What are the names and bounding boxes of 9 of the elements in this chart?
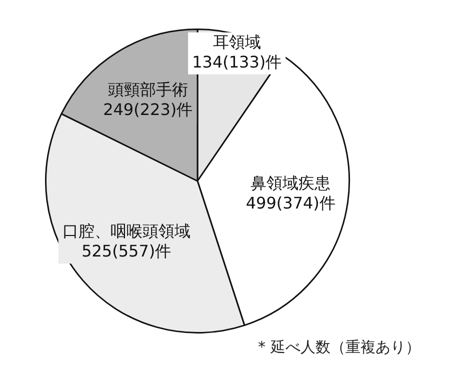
slice-label: 耳領域 bbox=[212, 32, 261, 52]
slice-label: 頭頸部手術 bbox=[108, 80, 188, 100]
data-label: 249(223)件 bbox=[103, 100, 193, 120]
slice-label: 口腔、咽喉頭領域 bbox=[62, 222, 190, 241]
text: * 延べ人数（重複あり） bbox=[258, 338, 420, 357]
slice-label: 鼻領域疾患 bbox=[250, 173, 331, 192]
data-label: 134(133)件 bbox=[192, 52, 282, 72]
data-label: 499(374)件 bbox=[246, 193, 336, 212]
data-label: 525(557)件 bbox=[82, 242, 172, 261]
